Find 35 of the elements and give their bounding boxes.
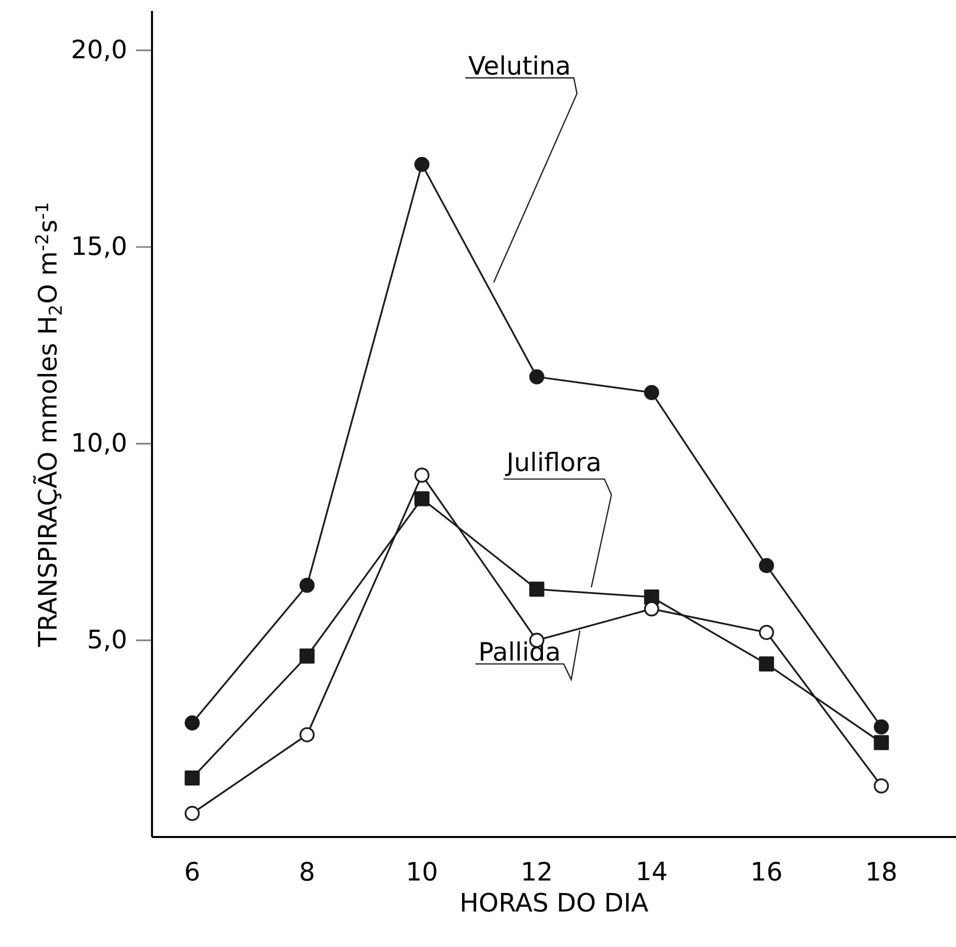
point <box>874 735 889 750</box>
y-tick-label: 20,0 <box>72 39 126 62</box>
y-axis-title: TRANSPIRAÇÃO mmoles H$_{2}$O m$^{-2}$s$^{-1}$ <box>33 204 62 647</box>
point <box>184 715 200 730</box>
point <box>874 778 889 794</box>
point <box>300 727 315 742</box>
y-tick-label: 10,0 <box>74 432 126 455</box>
point <box>414 156 430 172</box>
point <box>184 806 200 821</box>
x-tick-label: 8 <box>300 862 314 881</box>
y-tick-label: 5,0 <box>88 629 126 652</box>
point <box>644 384 660 400</box>
point <box>300 648 315 664</box>
point <box>529 582 544 597</box>
point <box>300 578 315 593</box>
x-tick-label: 18 <box>868 862 896 881</box>
point <box>758 624 774 640</box>
point <box>758 656 774 672</box>
point <box>874 719 889 734</box>
x-axis-title: HORAS DO DIA <box>462 892 648 912</box>
y-tick-label: 15,0 <box>74 236 126 258</box>
point <box>529 369 544 384</box>
point <box>758 558 774 574</box>
point <box>414 468 430 483</box>
x-tick-label: 16 <box>753 862 781 881</box>
x-tick-label: 14 <box>638 862 666 880</box>
x-tick-label: 10 <box>408 862 436 881</box>
point <box>414 491 430 506</box>
series-label: Pallida <box>480 641 558 661</box>
point <box>644 601 660 616</box>
text: Velutina <box>468 55 569 75</box>
x-tick-label: 6 <box>186 862 199 881</box>
x-tick-label: 12 <box>523 862 550 881</box>
point <box>184 770 200 786</box>
text: Juliflora <box>505 452 600 476</box>
